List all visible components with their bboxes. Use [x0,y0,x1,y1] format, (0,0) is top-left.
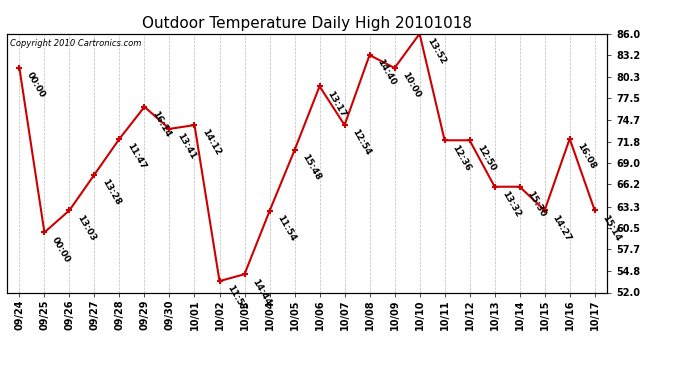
Title: Outdoor Temperature Daily High 20101018: Outdoor Temperature Daily High 20101018 [142,16,472,31]
Text: 14:44: 14:44 [250,277,273,307]
Text: 00:00: 00:00 [50,235,72,264]
Text: 11:47: 11:47 [125,141,147,171]
Text: 13:32: 13:32 [500,189,522,219]
Text: 13:03: 13:03 [75,213,97,242]
Text: 10:00: 10:00 [400,71,422,100]
Text: 13:52: 13:52 [425,36,447,66]
Text: 12:36: 12:36 [450,143,472,172]
Text: 13:28: 13:28 [100,177,122,207]
Text: 14:40: 14:40 [375,58,397,87]
Text: 11:54: 11:54 [275,214,297,243]
Text: 12:54: 12:54 [350,128,373,157]
Text: 12:50: 12:50 [475,143,497,172]
Text: 14:27: 14:27 [550,213,573,243]
Text: 15:30: 15:30 [525,189,547,219]
Text: 15:48: 15:48 [300,153,322,182]
Text: 16:14: 16:14 [150,110,172,139]
Text: 14:12: 14:12 [200,128,222,157]
Text: 15:14: 15:14 [600,213,622,243]
Text: 13:41: 13:41 [175,132,197,161]
Text: 11:57: 11:57 [225,284,247,313]
Text: 13:17: 13:17 [325,89,347,118]
Text: Copyright 2010 Cartronics.com: Copyright 2010 Cartronics.com [10,39,141,48]
Text: 16:08: 16:08 [575,141,598,171]
Text: 00:00: 00:00 [25,71,47,100]
